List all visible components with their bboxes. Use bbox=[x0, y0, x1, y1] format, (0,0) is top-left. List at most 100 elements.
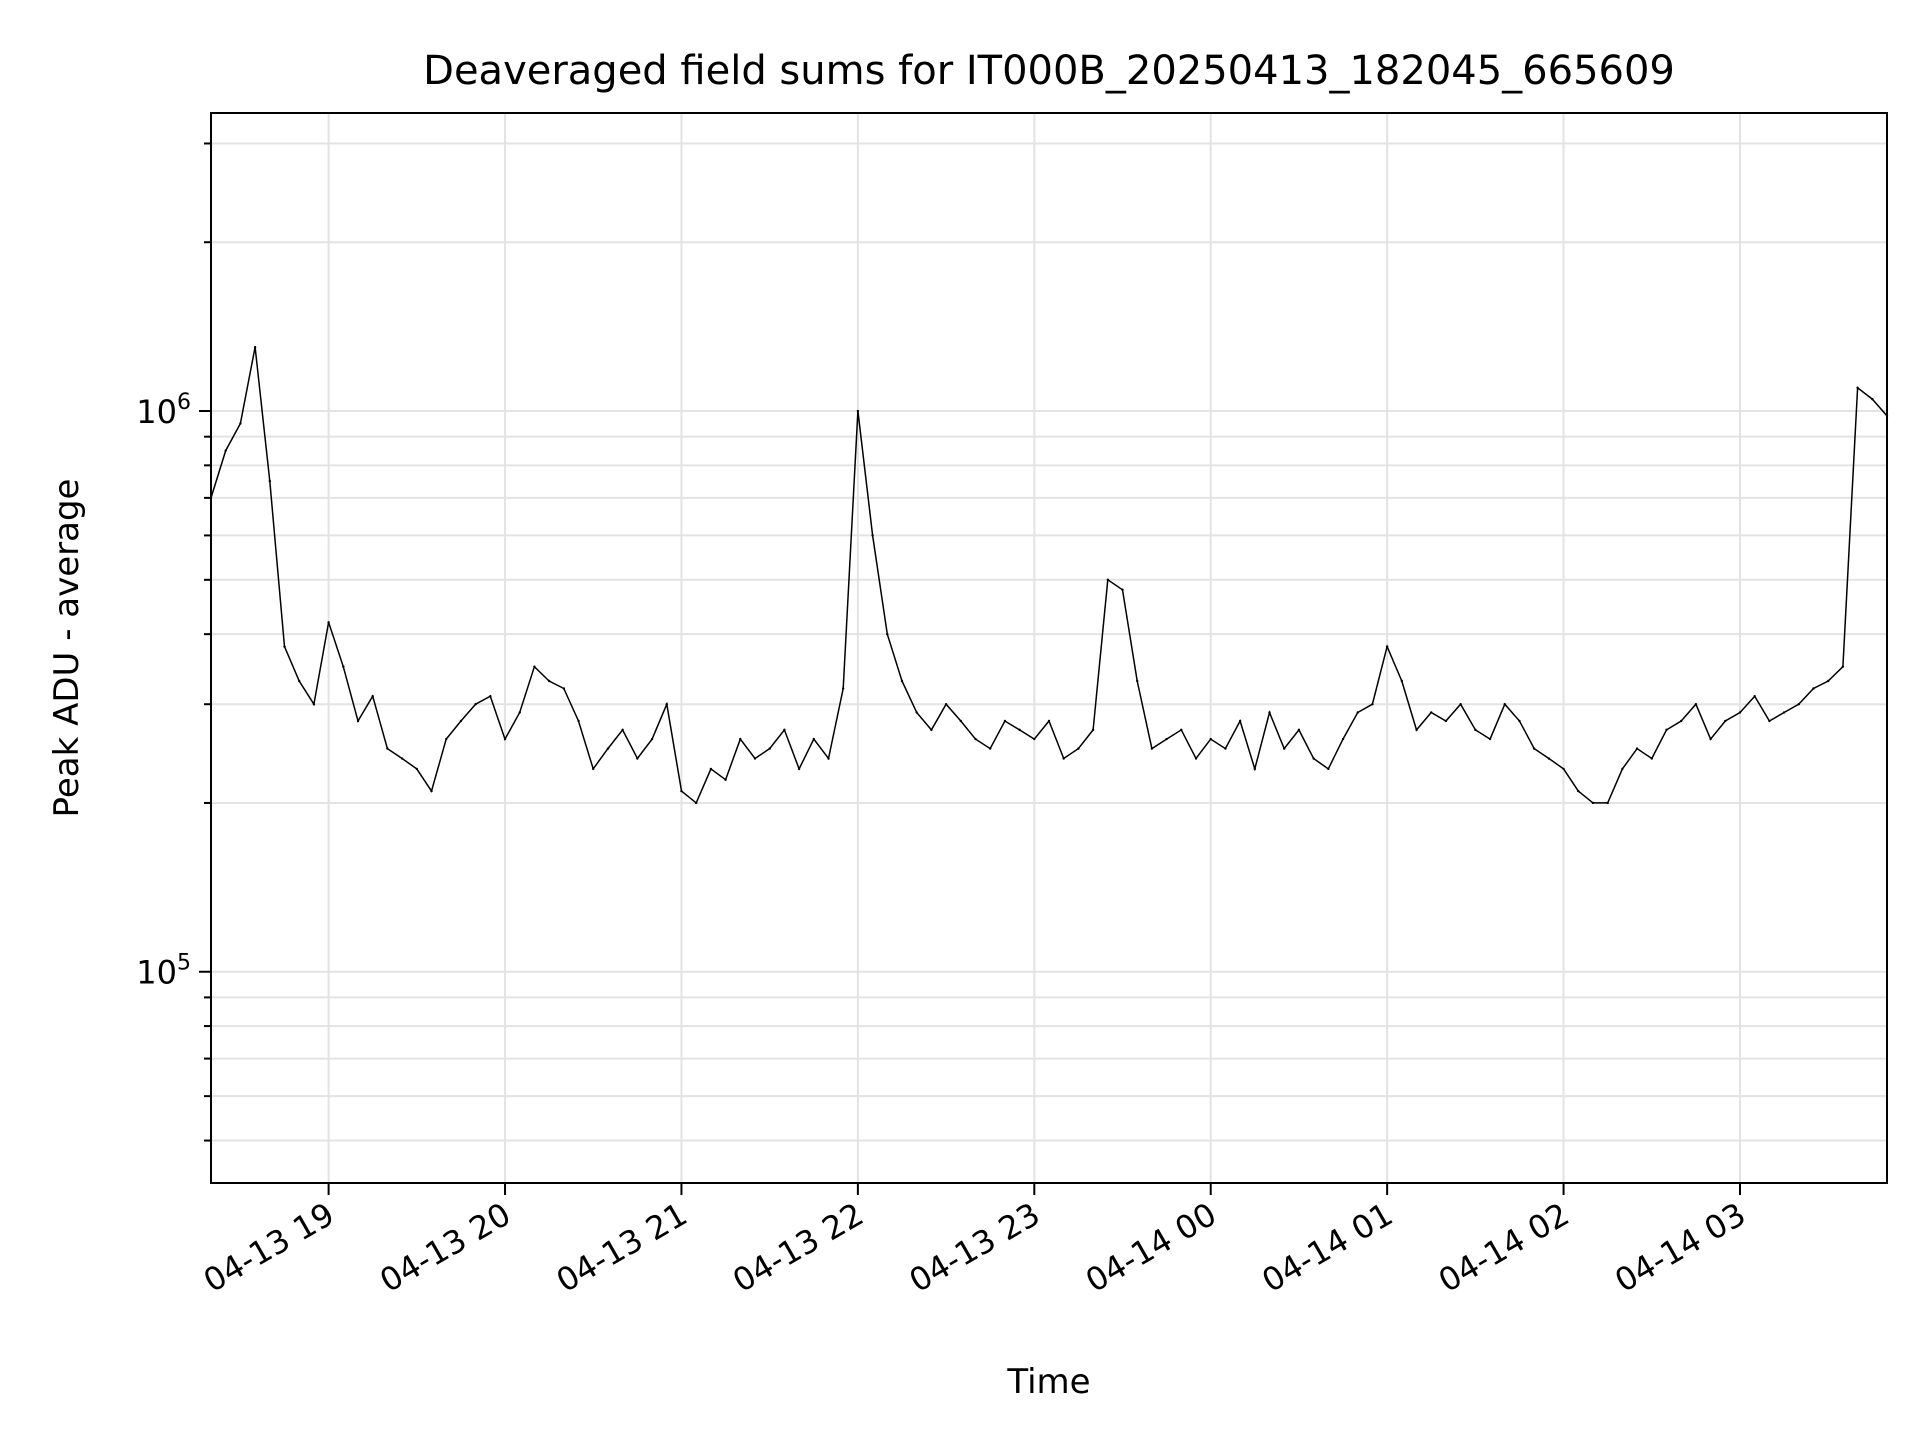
data-point bbox=[445, 737, 448, 741]
plot-frame bbox=[210, 112, 1888, 1184]
y-tick-exponent: 5 bbox=[177, 951, 191, 976]
data-point bbox=[268, 479, 272, 483]
data-point bbox=[1503, 703, 1506, 706]
data-point bbox=[1753, 695, 1756, 698]
data-point bbox=[886, 632, 889, 636]
data-point bbox=[1826, 679, 1830, 683]
data-point bbox=[1488, 737, 1492, 741]
data-point bbox=[1724, 719, 1727, 723]
data-point bbox=[562, 687, 566, 690]
data-point bbox=[386, 747, 389, 750]
data-point bbox=[533, 665, 536, 668]
data-point bbox=[871, 534, 874, 537]
data-point bbox=[1665, 728, 1668, 732]
data-point bbox=[1856, 386, 1859, 390]
data-point bbox=[959, 719, 962, 723]
y-tick-base: 10 bbox=[136, 393, 177, 431]
data-point bbox=[1621, 767, 1624, 771]
data-point bbox=[1841, 665, 1845, 668]
data-point bbox=[1077, 747, 1080, 750]
data-point bbox=[694, 801, 698, 805]
data-point bbox=[400, 757, 404, 760]
data-point bbox=[1356, 711, 1359, 714]
data-point bbox=[1047, 719, 1051, 723]
data-point bbox=[1782, 711, 1786, 714]
grid bbox=[211, 113, 1887, 1183]
data-point bbox=[606, 747, 610, 750]
data-point bbox=[283, 645, 286, 648]
data-point bbox=[1400, 679, 1404, 683]
data-point bbox=[253, 345, 257, 349]
data-point bbox=[841, 687, 845, 690]
data-point bbox=[724, 778, 727, 781]
data-point bbox=[783, 728, 786, 732]
data-point bbox=[797, 767, 801, 771]
y-axis: 105 106 bbox=[136, 142, 211, 1142]
data-point bbox=[1415, 728, 1418, 732]
y-axis-label: Peak ADU - average bbox=[47, 479, 87, 818]
data-point bbox=[768, 747, 771, 750]
data-point bbox=[459, 719, 463, 723]
y-tick-label: 105 bbox=[136, 951, 191, 992]
data-point bbox=[1136, 679, 1139, 683]
data-point bbox=[1871, 397, 1874, 401]
data-point bbox=[1283, 747, 1286, 750]
data-point bbox=[900, 679, 904, 683]
data-point bbox=[1635, 747, 1639, 750]
data-point bbox=[1371, 703, 1374, 706]
data-point bbox=[1694, 703, 1698, 706]
data-point bbox=[988, 747, 992, 750]
data-point bbox=[1312, 757, 1315, 760]
data-point bbox=[224, 449, 227, 452]
y-tick-exponent: 6 bbox=[177, 390, 191, 415]
data-point bbox=[1018, 728, 1021, 732]
data-point bbox=[1150, 747, 1154, 750]
data-point bbox=[1180, 728, 1183, 732]
data-point bbox=[1033, 737, 1036, 741]
data-point bbox=[415, 767, 419, 771]
data-point bbox=[1224, 747, 1227, 750]
data-point bbox=[1297, 728, 1301, 732]
data-point bbox=[312, 703, 316, 706]
data-point bbox=[371, 695, 374, 698]
data-point bbox=[753, 757, 757, 760]
data-point bbox=[739, 737, 742, 741]
x-axis-label: Time bbox=[1006, 1362, 1090, 1402]
data-point bbox=[518, 711, 521, 714]
data-point bbox=[621, 728, 624, 732]
data-point bbox=[1532, 747, 1536, 750]
data-point bbox=[915, 711, 918, 714]
data-point bbox=[577, 719, 580, 723]
data-point bbox=[356, 719, 360, 723]
data-point bbox=[1562, 767, 1565, 771]
data-point bbox=[974, 737, 977, 741]
data-point bbox=[1459, 703, 1462, 706]
chart-title: Deaveraged field sums for IT000B_2025041… bbox=[423, 48, 1675, 94]
data-point bbox=[1577, 789, 1580, 793]
data-point bbox=[856, 409, 860, 413]
data-point bbox=[636, 757, 639, 760]
data-point bbox=[680, 789, 683, 793]
data-point bbox=[342, 665, 345, 668]
data-point bbox=[1797, 703, 1800, 706]
data-point bbox=[1121, 588, 1124, 591]
data-point bbox=[1650, 757, 1653, 760]
data-point bbox=[1430, 711, 1433, 714]
data-point bbox=[1341, 737, 1345, 741]
data-point bbox=[1474, 728, 1477, 732]
data-point bbox=[665, 703, 668, 706]
data-point bbox=[812, 737, 815, 741]
data-point bbox=[1606, 801, 1609, 805]
data-point bbox=[239, 422, 242, 425]
data-point bbox=[1518, 719, 1521, 723]
data-point bbox=[489, 695, 492, 698]
data-point bbox=[1812, 687, 1815, 690]
data-point bbox=[709, 767, 713, 771]
data-point bbox=[650, 737, 654, 741]
data-point bbox=[503, 737, 507, 741]
data-point bbox=[1709, 737, 1712, 741]
data-point bbox=[1385, 645, 1389, 648]
data-point bbox=[930, 728, 933, 732]
data-point bbox=[1768, 719, 1771, 723]
data-point bbox=[1194, 757, 1198, 760]
